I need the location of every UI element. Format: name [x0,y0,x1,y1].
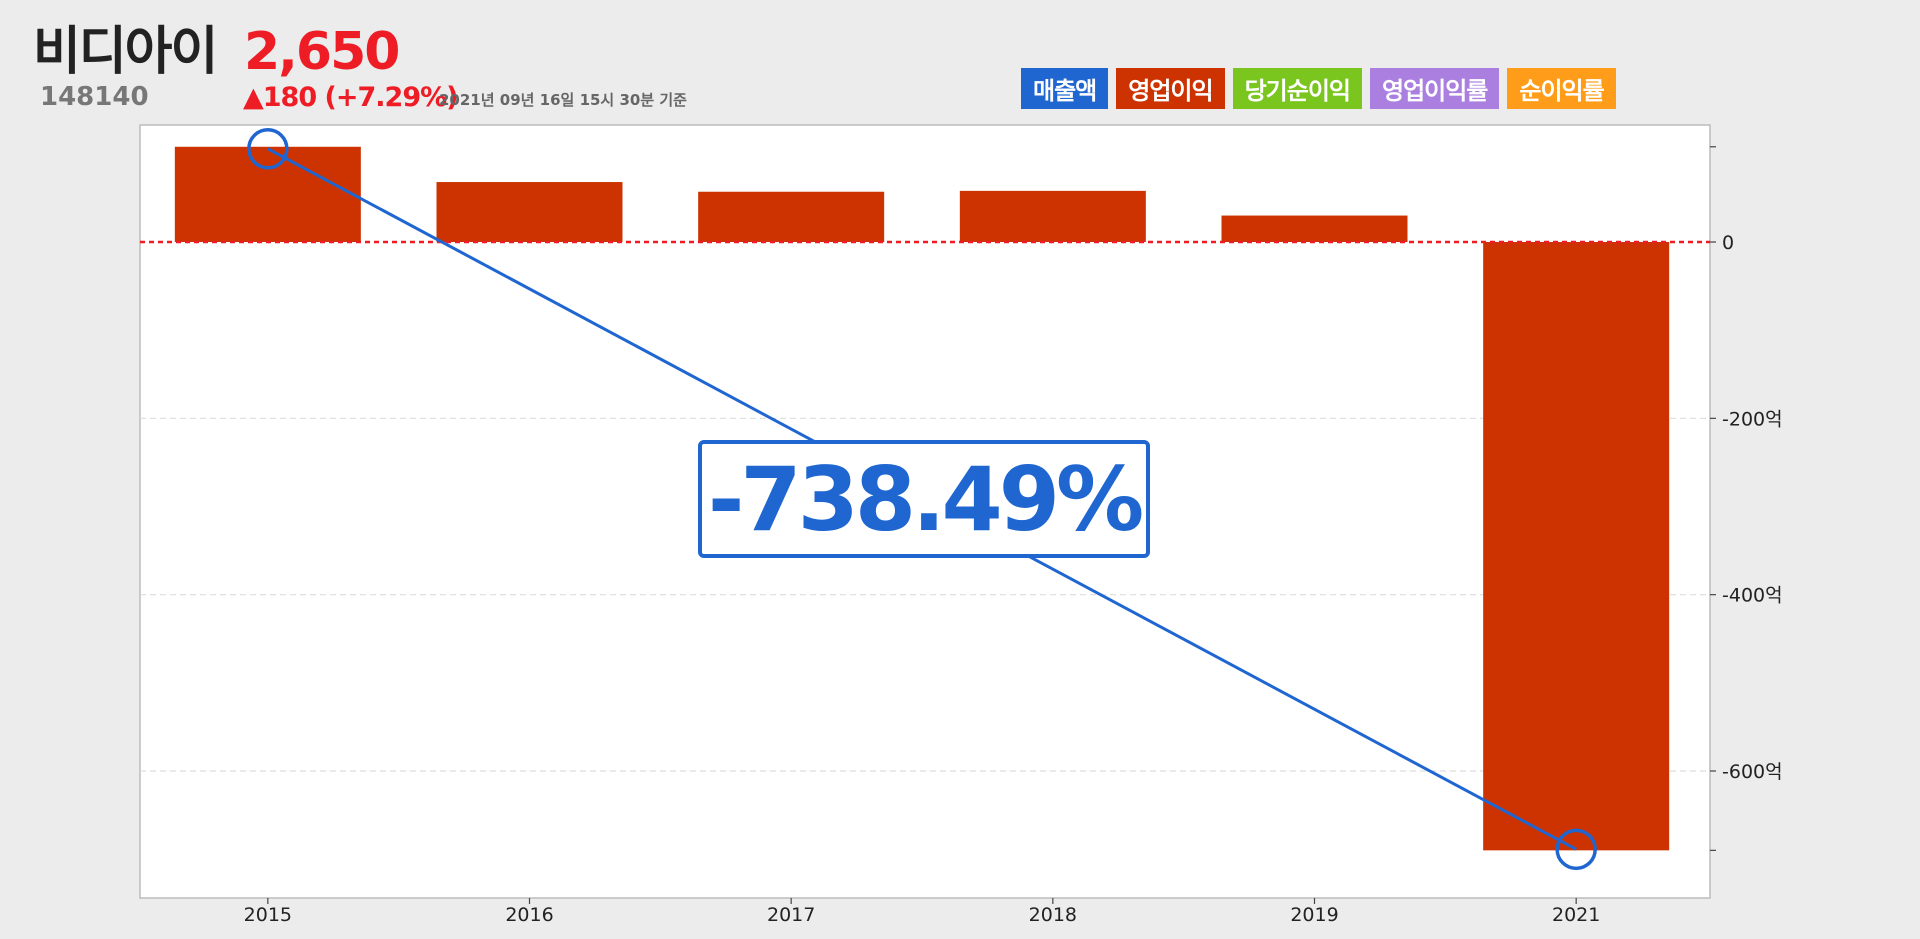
y-tick-label: -400억 [1722,585,1783,607]
y-tick-label: -200억 [1722,408,1783,430]
legend-item-net-income[interactable]: 당기순이익 [1232,68,1362,109]
margin-change-callout: -738.49% [698,440,1150,558]
bar-2019 [1221,215,1408,242]
trend-start-marker [247,128,289,170]
y-tick-label: -600억 [1722,761,1783,783]
legend-item-operating-margin[interactable]: 영업이익률 [1369,68,1500,109]
x-tick-label-2021: 2021 [1552,904,1600,926]
x-tick-label-2018: 2018 [1029,904,1077,926]
bar-2017 [698,191,885,242]
stock-name: 비디아이 [33,22,218,82]
y-tick-label: 0 [1722,232,1734,254]
legend-item-revenue[interactable]: 매출액 [1021,68,1109,109]
stock-price: 2,650 [244,22,400,82]
trend-end-marker [1555,828,1597,871]
chart-legend: 매출액 영업이익 당기순이익 영업이익률 순이익률 [1021,68,1624,109]
stock-header: 비디아이 2,650 148140 ▲180 (+7.29%) 2021년 09… [0,0,1920,125]
x-tick-label-2017: 2017 [767,904,815,926]
legend-item-net-margin[interactable]: 순이익률 [1507,68,1616,109]
legend-item-operating-profit[interactable]: 영업이익 [1116,68,1225,109]
stock-change: ▲180 (+7.29%) [243,82,458,113]
x-tick-label-2015: 2015 [244,904,292,926]
bar-2021 [1483,242,1670,851]
stock-code: 148140 [40,82,149,112]
x-tick-label-2019: 2019 [1290,904,1338,926]
stock-as-of-timestamp: 2021년 09년 16일 15시 30분 기준 [439,91,687,109]
x-tick-label-2016: 2016 [505,904,553,926]
bar-2015 [174,146,361,242]
bar-2018 [959,190,1146,242]
bar-2016 [436,182,623,242]
